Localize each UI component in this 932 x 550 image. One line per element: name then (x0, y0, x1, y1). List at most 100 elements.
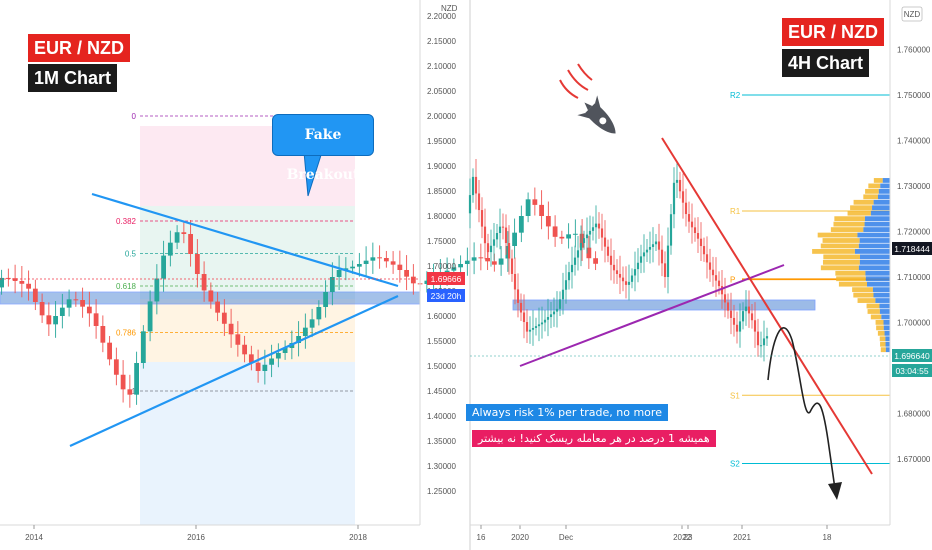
candle-body (390, 261, 396, 265)
volume-profile-bar (834, 216, 865, 222)
candle-body (5, 277, 11, 279)
volume-profile-bar (859, 238, 890, 243)
volume-profile-bar (873, 292, 890, 298)
volume-profile-bar (858, 265, 890, 271)
right-timeframe-label: 4H Chart (782, 49, 870, 77)
candle-body (480, 210, 484, 227)
candle-body (161, 255, 166, 279)
left-timeframe-label: 1M Chart (28, 64, 118, 92)
volume-profile-bar (873, 178, 883, 183)
candle-body (471, 257, 477, 261)
candle-body (458, 264, 463, 268)
candle-body (539, 204, 544, 216)
candle-body (188, 234, 193, 254)
right-y-tick-label: 1.720000 (897, 228, 931, 237)
right-x-tick-label: 23 (684, 533, 693, 542)
candle-body (561, 289, 565, 300)
volume-profile (812, 178, 890, 353)
candle-body (73, 299, 79, 301)
fib-level-label: 0.618 (116, 282, 137, 291)
candle-body (513, 273, 517, 290)
right-time-axis: 16 Dec 23 2021 18 (477, 525, 832, 542)
candle-body (107, 342, 112, 360)
right-y-tick-label: 1.740000 (897, 137, 931, 146)
right-x-tick-label: Dec (559, 533, 573, 542)
left-y-tick-label: 1.30000 (427, 462, 456, 471)
candle-body (501, 226, 505, 228)
pivot-level-label: S2 (730, 460, 740, 469)
candle-body (558, 299, 562, 309)
right-y-tick-label: 1.670000 (897, 455, 931, 464)
candle-body (516, 289, 520, 303)
left-y-tick-label: 2.05000 (427, 87, 456, 96)
candle-body (343, 268, 349, 270)
right-y-tick-label: 1.710000 (897, 273, 931, 282)
candle-body (591, 227, 595, 231)
right-currency-box[interactable] (901, 6, 923, 22)
left-pair-label: EUR / NZD (28, 34, 130, 62)
candle-body (630, 275, 634, 282)
candle-body (154, 278, 160, 302)
left-y-tick-label: 1.35000 (427, 437, 456, 446)
volume-profile-bar (877, 194, 890, 200)
candle-body (127, 389, 133, 395)
candle-body (699, 238, 703, 247)
volume-profile-bar (867, 281, 890, 287)
purple-trendline (519, 264, 785, 367)
volume-profile-bar (838, 281, 868, 287)
candle-body (221, 312, 227, 324)
candle-body (572, 233, 578, 235)
volume-profile-bar (853, 199, 874, 205)
candle-body (723, 294, 727, 303)
candle-body (720, 286, 724, 295)
candle-body (645, 249, 649, 253)
candle-body (681, 191, 685, 203)
candle-body (302, 327, 308, 336)
candle-body (113, 359, 119, 375)
candle-body (738, 321, 742, 332)
candle-body (510, 258, 514, 274)
candle-body (518, 216, 524, 233)
candle-body (678, 179, 682, 192)
candle-body (12, 278, 18, 281)
pivot-level-label: S1 (730, 391, 740, 400)
volume-profile-bar (881, 314, 890, 320)
upper-trendline (91, 192, 399, 288)
left-y-tick-label: 2.15000 (427, 37, 456, 46)
candle-body (543, 319, 547, 323)
candle-body (474, 176, 478, 194)
candle-body (46, 315, 52, 325)
volume-profile-bar (857, 298, 876, 303)
candle-body (573, 257, 577, 265)
motion-lines-icon (559, 63, 593, 99)
candle-body (492, 239, 496, 246)
candle-body (140, 331, 146, 363)
candle-body (762, 338, 766, 346)
volume-profile-bar (822, 238, 860, 243)
volume-profile-bar (875, 298, 890, 303)
volume-profile-bar (872, 205, 890, 211)
candle-body (532, 199, 538, 205)
candle-body (570, 264, 574, 273)
left-y-tick-label: 1.85000 (427, 187, 456, 196)
candle-body (228, 323, 234, 335)
candle-body (633, 269, 637, 276)
volume-profile-bar (880, 347, 886, 353)
left-last-price-text: 1.69666 (431, 274, 462, 284)
left-candles (0, 187, 598, 408)
left-y-tick-label: 1.40000 (427, 412, 456, 421)
fib-level-label: 0.5 (125, 250, 137, 259)
candle-body (120, 374, 126, 390)
candle-body (53, 316, 58, 325)
volume-profile-bar (877, 330, 885, 336)
right-countdown-badge (892, 364, 932, 377)
right-y-tick-label: 1.730000 (897, 182, 931, 191)
candle-body (507, 243, 511, 259)
candle-body (505, 246, 511, 259)
red-resistance-line (661, 137, 873, 475)
right-countdown-text: 03:04:55 (895, 366, 928, 376)
pivot-level-label: P (730, 275, 735, 284)
candle-body (639, 256, 643, 263)
volume-profile-bar (850, 205, 873, 211)
candle-body (552, 226, 558, 237)
